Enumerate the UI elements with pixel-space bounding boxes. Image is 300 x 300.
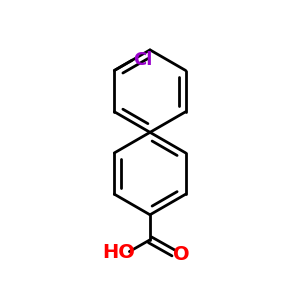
Text: Cl: Cl [133, 51, 152, 69]
Text: O: O [172, 245, 189, 264]
Text: HO: HO [102, 243, 135, 262]
